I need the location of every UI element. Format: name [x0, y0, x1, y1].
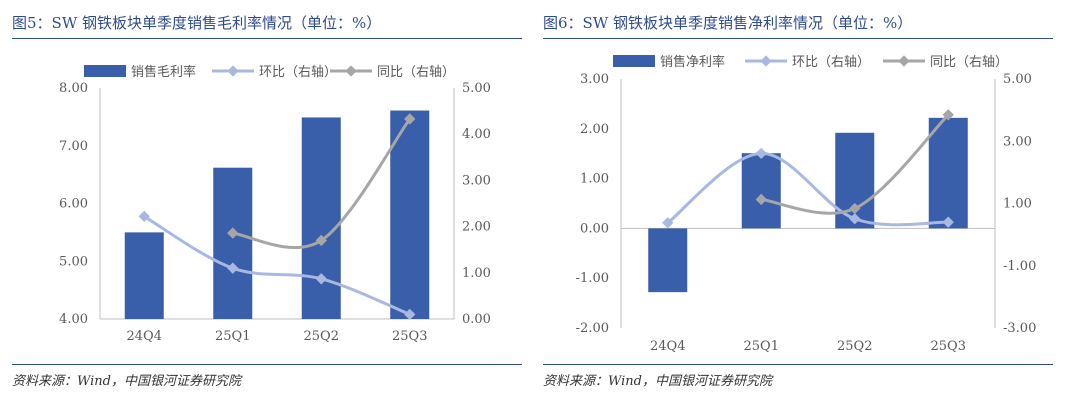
- left-tick-label: -1.00: [576, 271, 609, 286]
- legend-label: 同比（右轴）: [930, 55, 1008, 70]
- legend-label: 同比（右轴）: [377, 65, 455, 80]
- left-tick-label: 5.00: [59, 254, 88, 269]
- category-label: 25Q3: [392, 329, 427, 344]
- bar: [390, 110, 430, 320]
- left-tick-label: 8.00: [59, 81, 88, 96]
- legend-label: 销售毛利率: [131, 64, 196, 80]
- source-note: 资料来源：Wind，中国银河证券研究院: [12, 374, 241, 389]
- line-point: [138, 210, 150, 223]
- category-label: 25Q1: [215, 329, 250, 344]
- left-tick-label: 2.00: [580, 122, 609, 137]
- bar: [124, 232, 164, 319]
- right-tick-label: 3.00: [462, 173, 491, 188]
- line-point: [227, 262, 239, 274]
- right-tick-label: 1.00: [462, 266, 491, 281]
- line-point: [755, 193, 767, 206]
- legend-swatch-marker: [760, 55, 772, 67]
- figure-6-panel: 图6：SW 钢铁板块单季度销售净利率情况（单位：%） -2.00 -1.00 0.0…: [543, 0, 1063, 404]
- figure-5-panel: 图5：SW 钢铁板块单季度销售毛利率情况（单位：%） 4.00 5.00 6.00 7…: [12, 0, 532, 404]
- left-tick-label: 4.00: [59, 312, 88, 327]
- category-label: 24Q4: [127, 329, 162, 344]
- bar: [928, 117, 968, 229]
- source-rule: [543, 364, 1053, 365]
- left-tick-label: 6.00: [59, 197, 88, 212]
- title-rule: [12, 38, 522, 39]
- line-point: [315, 234, 327, 247]
- right-tick-label: -1.00: [1003, 259, 1036, 274]
- line-point: [849, 202, 861, 215]
- category-label: 24Q4: [650, 339, 685, 354]
- line-point: [315, 273, 327, 285]
- legend-label: 环比（右轴）: [792, 55, 870, 70]
- legend-swatch-bar: [84, 65, 126, 77]
- source-rule: [12, 364, 522, 365]
- category-label: 25Q1: [744, 339, 779, 354]
- left-tick-label: 0.00: [580, 221, 609, 236]
- category-label: 25Q2: [837, 339, 872, 354]
- right-tick-label: 4.00: [462, 127, 491, 142]
- line-point: [942, 216, 954, 228]
- left-tick-label: -2.00: [576, 321, 609, 336]
- figure-title: 图6：SW 钢铁板块单季度销售净利率情况（单位：%）: [543, 14, 913, 32]
- bar: [648, 228, 688, 293]
- legend-label: 环比（右轴）: [259, 65, 337, 80]
- title-rule: [543, 38, 1053, 39]
- right-tick-label: 2.00: [462, 220, 491, 235]
- left-tick-label: 7.00: [59, 139, 88, 154]
- bar: [301, 117, 341, 319]
- line-point: [849, 213, 861, 225]
- source-note: 资料来源：Wind，中国银河证券研究院: [543, 374, 772, 389]
- bar: [213, 167, 253, 319]
- qoq-line: [143, 215, 411, 316]
- figure-title: 图5：SW 钢铁板块单季度销售毛利率情况（单位：%）: [12, 14, 382, 32]
- category-label: 25Q3: [931, 339, 966, 354]
- legend-swatch-marker: [898, 55, 910, 67]
- category-label: 25Q2: [304, 329, 339, 344]
- right-tick-label: 1.00: [1003, 197, 1032, 212]
- right-tick-label: 0.00: [462, 312, 491, 327]
- line-point: [227, 227, 239, 239]
- left-tick-label: 3.00: [580, 72, 609, 87]
- legend-swatch-bar: [613, 55, 655, 67]
- qoq-line: [666, 151, 949, 227]
- right-tick-label: 5.00: [462, 81, 491, 96]
- bar: [741, 153, 781, 229]
- net-margin-chart: -2.00 -1.00 0.00 1.00 2.00 3.00 -3.00 -1.00 1.00…: [576, 54, 1037, 354]
- legend-swatch-marker: [345, 65, 357, 77]
- left-tick-label: 1.00: [580, 172, 609, 187]
- line-point: [404, 308, 416, 321]
- legend-swatch-marker: [227, 65, 239, 77]
- gross-margin-chart: 4.00 5.00 6.00 7.00 8.00 0.00 1.00 2.00 3.00 4.00…: [59, 64, 491, 344]
- right-tick-label: 5.00: [1003, 72, 1032, 87]
- right-tick-label: -3.00: [1003, 321, 1036, 336]
- legend-label: 销售净利率: [660, 54, 725, 70]
- right-tick-label: 3.00: [1003, 134, 1032, 149]
